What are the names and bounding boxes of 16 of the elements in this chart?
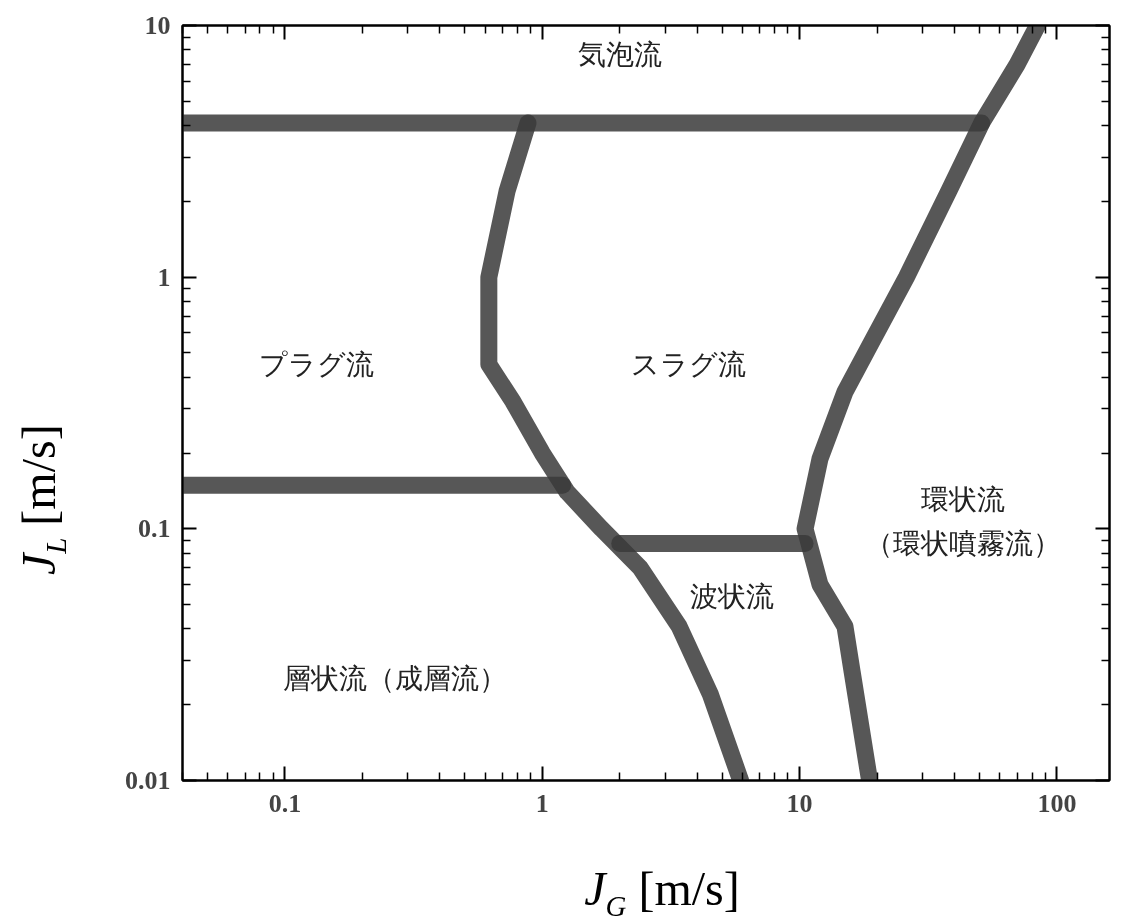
x-tick-label: 0.1 <box>268 788 302 818</box>
x-tick-label: 10 <box>786 788 813 818</box>
x-tick-label: 1 <box>535 788 549 818</box>
annotation: （環状噴霧流） <box>865 527 1062 559</box>
annotation: 波状流 <box>690 580 775 612</box>
annotation: 層状流（成層流） <box>282 663 507 695</box>
y-tick-label: 0.1 <box>138 514 171 544</box>
annotation: 環状流 <box>921 484 1006 516</box>
x-axis-title: J$_{G}$ [m/s] <box>583 861 741 916</box>
annotation: 気泡流 <box>578 38 663 70</box>
annotation: スラグ流 <box>631 348 747 380</box>
y-tick-label: 10 <box>144 11 171 40</box>
x-tick-label: 100 <box>1037 788 1077 818</box>
y-tick-label: 0.01 <box>125 766 171 795</box>
annotation: プラグ流 <box>259 348 375 380</box>
y-tick-label: 1 <box>157 262 171 292</box>
